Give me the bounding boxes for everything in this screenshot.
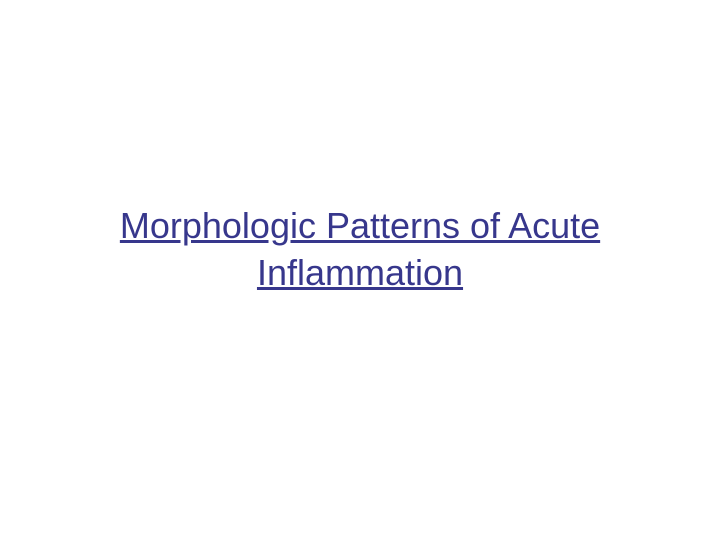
slide-container: Morphologic Patterns of Acute Inflammati… [0,203,720,297]
slide-title: Morphologic Patterns of Acute Inflammati… [60,203,660,297]
